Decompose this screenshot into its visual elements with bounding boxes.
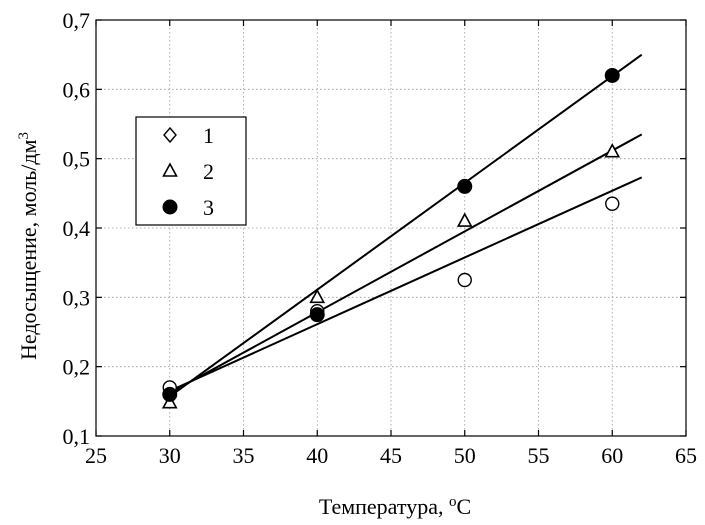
axis-ticks: 25 30 35 40 45 50 55 60 65 0,1 0,2 0,3 0,4 0,5 0,6 0,7 xyxy=(63,8,698,468)
legend-marker-series-1 xyxy=(163,126,177,144)
x-axis-title-unit: С xyxy=(456,494,471,519)
fit-line-series-3 xyxy=(169,53,643,398)
y-tick-label: 0,2 xyxy=(63,355,91,380)
y-axis-title-superscript: 3 xyxy=(16,132,32,140)
data-point-series-2 xyxy=(456,212,473,227)
data-point-series-1 xyxy=(605,196,620,211)
fit-line-series-2 xyxy=(169,133,643,394)
y-tick-label: 0,5 xyxy=(63,147,91,172)
legend-marker-series-2 xyxy=(162,162,178,177)
legend-label-series-1: 1 xyxy=(203,123,214,148)
x-tick-label: 60 xyxy=(601,443,623,468)
x-axis-title-superscript: о xyxy=(449,494,457,510)
x-axis-title: Температура, оС xyxy=(319,494,471,519)
fit-lines xyxy=(169,53,643,398)
legend: 1 2 3 xyxy=(135,116,247,226)
x-tick-label: 45 xyxy=(380,443,402,468)
grid xyxy=(96,20,686,436)
data-point-series-3 xyxy=(309,307,325,323)
legend-marker-series-3 xyxy=(162,199,178,215)
data-point-series-2 xyxy=(604,143,621,158)
y-tick-label: 0,3 xyxy=(63,285,91,310)
data-point-series-3 xyxy=(162,386,178,402)
x-tick-label: 25 xyxy=(85,443,107,468)
data-point-series-3 xyxy=(604,67,620,83)
legend-box xyxy=(135,116,247,226)
y-tick-label: 0,6 xyxy=(63,77,91,102)
x-tick-label: 65 xyxy=(675,443,697,468)
x-tick-label: 40 xyxy=(306,443,328,468)
legend-label-series-3: 3 xyxy=(203,195,214,220)
legend-label-series-2: 2 xyxy=(203,159,214,184)
y-tick-label: 0,4 xyxy=(63,216,91,241)
x-tick-label: 30 xyxy=(159,443,181,468)
data-points xyxy=(161,67,621,409)
y-tick-label: 0,7 xyxy=(63,8,91,33)
x-tick-label: 35 xyxy=(233,443,255,468)
y-tick-label: 0,1 xyxy=(63,424,91,449)
y-axis-title: Недосыщение, моль/дм3 xyxy=(16,132,41,360)
x-tick-label: 55 xyxy=(528,443,550,468)
fit-line-series-1 xyxy=(169,176,643,392)
data-point-series-2 xyxy=(309,288,326,304)
data-point-series-3 xyxy=(457,178,473,194)
data-point-series-1 xyxy=(457,272,472,288)
x-tick-label: 50 xyxy=(454,443,476,468)
